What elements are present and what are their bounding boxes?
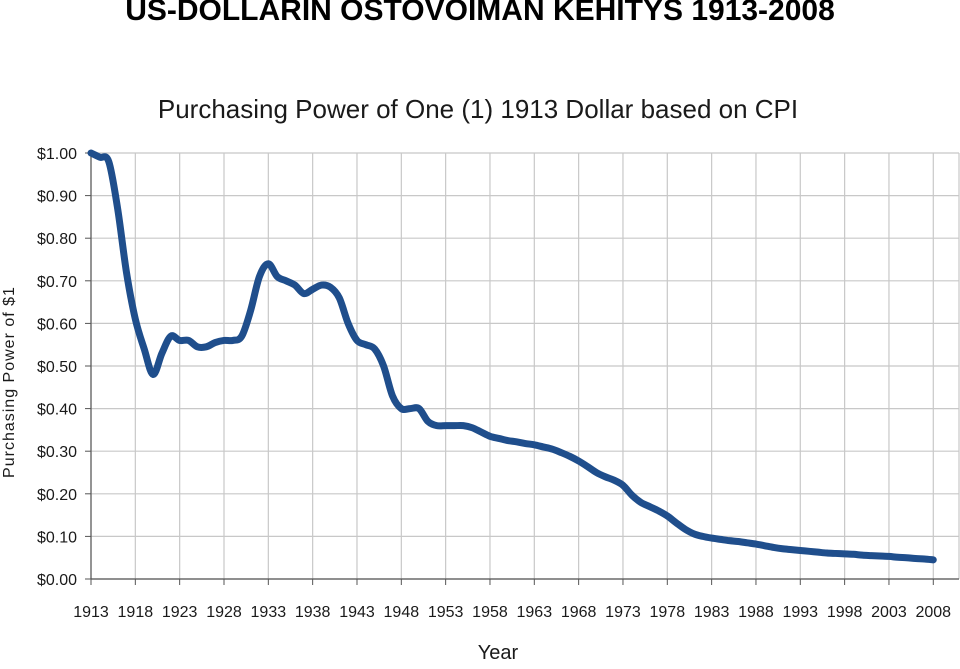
series-layer xyxy=(87,149,937,564)
y-tick-label: $0.70 xyxy=(37,274,77,291)
x-tick-label: 1953 xyxy=(428,604,464,621)
x-tick-label: 1913 xyxy=(73,604,109,621)
x-tick-label: 1968 xyxy=(561,604,597,621)
x-tick-label: 2008 xyxy=(915,604,951,621)
page-title: US-DOLLARIN OSTOVOIMAN KEHITYS 1913-2008 xyxy=(125,0,835,27)
x-tick-label: 1923 xyxy=(162,604,198,621)
x-tick-label: 1943 xyxy=(339,604,375,621)
x-tick-label: 1988 xyxy=(738,604,774,621)
y-tick-label: $1.00 xyxy=(37,146,77,163)
x-axis-label: Year xyxy=(478,642,519,664)
y-tick-label: $0.90 xyxy=(37,189,77,206)
x-tick-label: 1963 xyxy=(517,604,553,621)
y-tick-label: $0.50 xyxy=(37,359,77,376)
y-axis-label: Purchasing Power of $1 xyxy=(1,286,18,478)
series-line xyxy=(87,149,937,564)
axes xyxy=(85,152,959,585)
y-tick-label: $0.00 xyxy=(37,572,77,589)
chart-title: Purchasing Power of One (1) 1913 Dollar … xyxy=(158,94,798,124)
y-tick-label: $0.80 xyxy=(37,231,77,248)
x-tick-label: 1948 xyxy=(384,604,420,621)
y-tick-labels: $0.00 $0.10 $0.20 $0.30 $0.40 $0.50 $0.60 $0.70… xyxy=(37,146,77,589)
x-tick-label: 1978 xyxy=(650,604,686,621)
x-tick-label: 1938 xyxy=(295,604,331,621)
x-tick-label: 2003 xyxy=(871,604,907,621)
x-tick-label: 1973 xyxy=(605,604,641,621)
grid-lines xyxy=(90,152,960,580)
y-tick-label: $0.10 xyxy=(37,529,77,546)
x-tick-label: 1933 xyxy=(251,604,287,621)
x-tick-label: 1998 xyxy=(827,604,863,621)
x-tick-label: 1928 xyxy=(206,604,242,621)
x-tick-label: 1958 xyxy=(472,604,508,621)
x-tick-labels: 1913 1918 1923 1928 1933 1938 1943 1948 1953 1958… xyxy=(73,604,951,621)
x-tick-label: 1993 xyxy=(782,604,818,621)
x-tick-label: 1918 xyxy=(118,604,154,621)
x-tick-label: 1983 xyxy=(694,604,730,621)
y-tick-label: $0.60 xyxy=(37,316,77,333)
y-tick-label: $0.30 xyxy=(37,444,77,461)
y-tick-label: $0.20 xyxy=(37,487,77,504)
y-tick-label: $0.40 xyxy=(37,402,77,419)
